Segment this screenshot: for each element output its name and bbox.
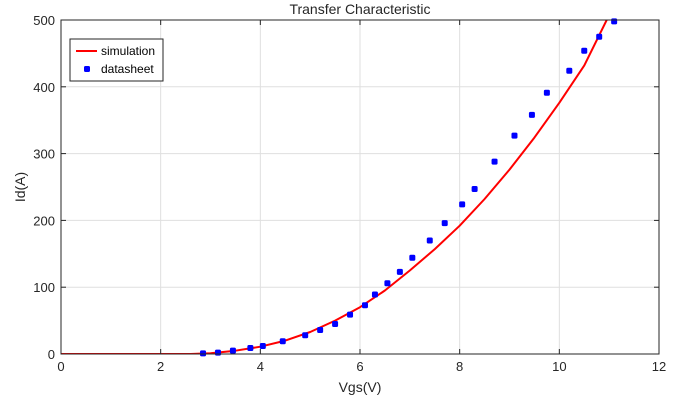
datasheet-point [426,237,433,244]
datasheet-point [611,18,618,25]
datasheet-point [317,326,324,333]
datasheet-point [566,67,573,74]
datasheet-point [543,89,550,96]
y-tick-label: 300 [33,147,55,162]
x-tick-label: 0 [57,359,64,374]
legend-box [69,38,164,82]
legend-label: datasheet [101,62,154,76]
chart-title: Transfer Characteristic [289,1,430,17]
datasheet-point [361,302,368,309]
datasheet-point [528,111,535,118]
datasheet-point [471,186,478,193]
datasheet-point [409,254,416,261]
y-tick-label: 200 [33,213,55,228]
y-tick-label: 0 [48,347,55,362]
datasheet-point [371,291,378,298]
datasheet-point [229,347,236,354]
legend-marker-swatch [84,66,90,72]
datasheet-point [247,344,254,351]
y-axis-label: Id(A) [12,172,28,202]
datasheet-point [581,47,588,54]
datasheet-point [332,320,339,327]
x-tick-label: 10 [552,359,566,374]
datasheet-point [511,132,518,139]
x-tick-label: 12 [652,359,666,374]
y-tick-label: 100 [33,280,55,295]
x-tick-label: 4 [257,359,264,374]
legend: simulation datasheet [69,38,164,82]
ticks: 0 2 4 6 8 10 12 0 100 200 300 400 500 [33,13,666,374]
datasheet-point [441,220,448,227]
x-tick-label: 6 [356,359,363,374]
grid [61,20,659,354]
y-tick-label: 400 [33,80,55,95]
legend-label: simulation [101,44,155,58]
datasheet-point [302,332,309,339]
datasheet-point [596,33,603,40]
x-axis-label: Vgs(V) [339,379,382,395]
x-tick-label: 8 [456,359,463,374]
datasheet-point [259,342,266,349]
datasheet-point [279,338,286,345]
datasheet-point [200,350,207,357]
x-tick-label: 2 [157,359,164,374]
datasheet-point [214,349,221,356]
datasheet-point [396,268,403,275]
y-tick-label: 500 [33,13,55,28]
datasheet-point [384,280,391,287]
datasheet-point [491,158,498,165]
datasheet-point [459,201,466,208]
datasheet-point [347,311,354,318]
